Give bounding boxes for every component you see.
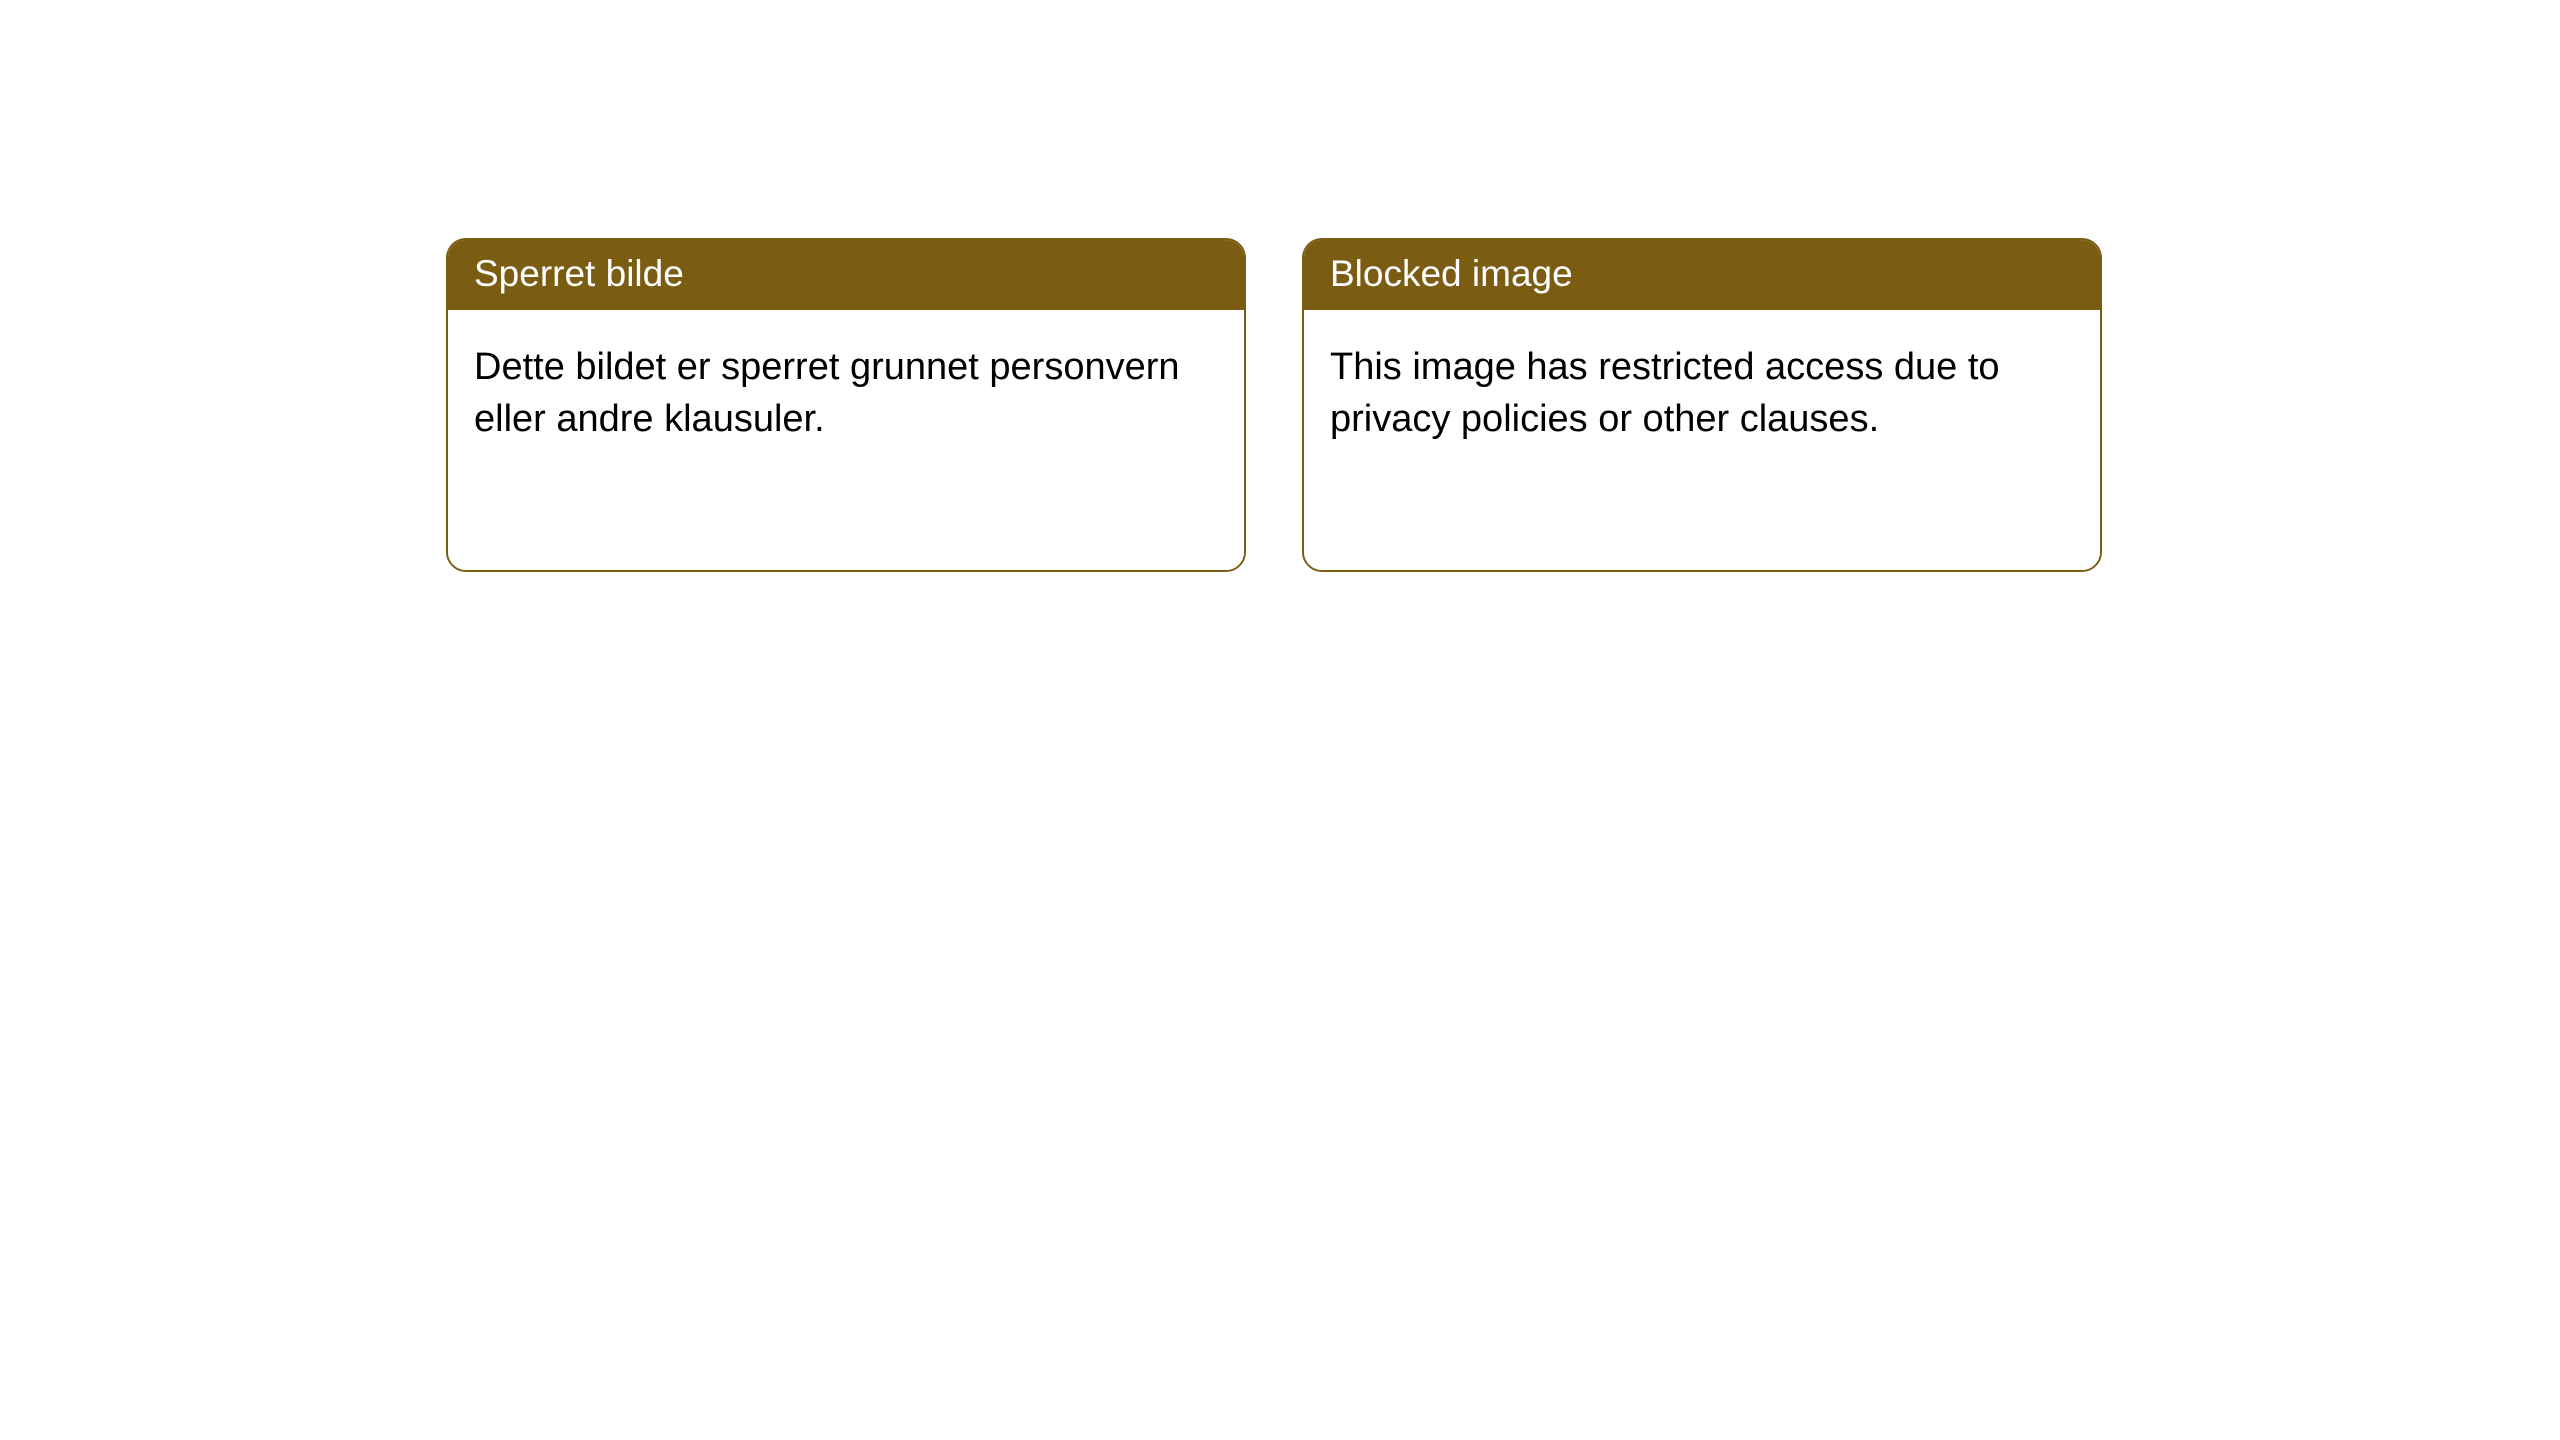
alert-title: Sperret bilde [474, 253, 684, 294]
alert-header: Blocked image [1304, 240, 2100, 310]
alert-body: Dette bildet er sperret grunnet personve… [448, 310, 1244, 570]
alert-cards-container: Sperret bilde Dette bildet er sperret gr… [446, 238, 2102, 572]
alert-body-text: This image has restricted access due to … [1330, 346, 2000, 439]
alert-card-norwegian: Sperret bilde Dette bildet er sperret gr… [446, 238, 1246, 572]
alert-card-english: Blocked image This image has restricted … [1302, 238, 2102, 572]
alert-body: This image has restricted access due to … [1304, 310, 2100, 570]
alert-title: Blocked image [1330, 253, 1573, 294]
alert-body-text: Dette bildet er sperret grunnet personve… [474, 346, 1180, 439]
alert-header: Sperret bilde [448, 240, 1244, 310]
